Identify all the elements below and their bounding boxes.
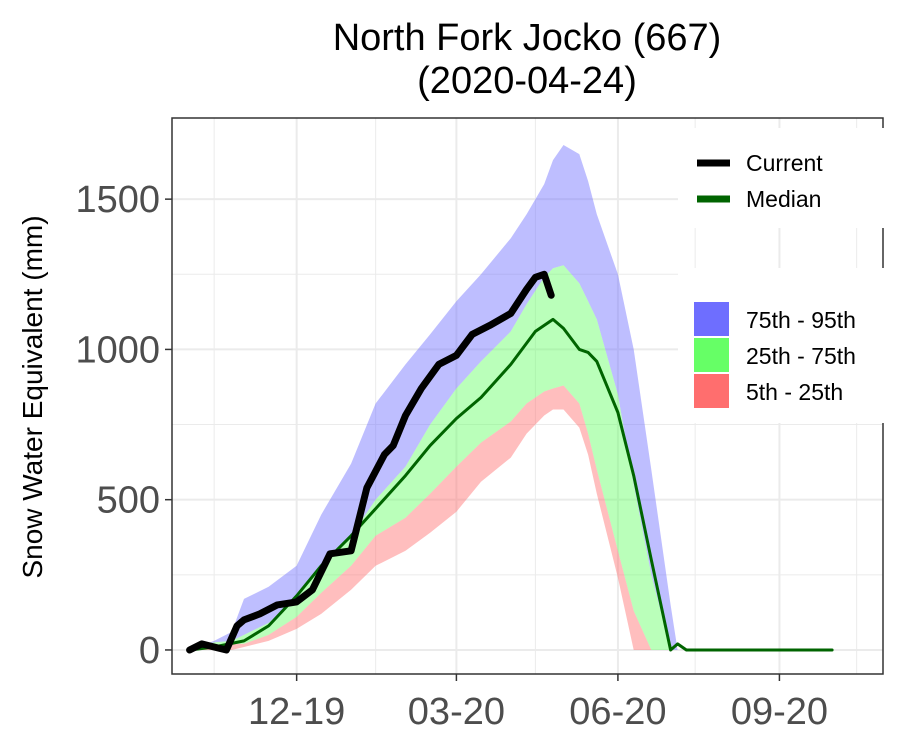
x-tick-label: 06-20 xyxy=(569,691,666,733)
y-tick-label: 1500 xyxy=(75,179,160,221)
y-tick-label: 1000 xyxy=(75,329,160,371)
chart-title: North Fork Jocko (667) xyxy=(333,17,722,59)
legend-label: Median xyxy=(746,186,821,212)
chart-subtitle: (2020-04-24) xyxy=(417,60,637,102)
legend-lines-box xyxy=(678,128,888,228)
y-tick-label: 500 xyxy=(97,480,160,522)
band-5th-25th xyxy=(189,385,833,650)
legend-key-swatch xyxy=(694,302,729,336)
x-tick-label: 03-20 xyxy=(408,691,505,733)
y-tick-label: 0 xyxy=(139,630,160,672)
legend-label: 75th - 95th xyxy=(746,307,856,333)
plot-panel: 0 500 1000 1500 12-19 03-20 06-20 09-20 xyxy=(75,117,884,733)
legend-label: Current xyxy=(746,150,823,176)
legend-label: 5th - 25th xyxy=(746,379,843,405)
legend-label: 25th - 75th xyxy=(746,343,856,369)
legend: Current Median 75th - 95th 25th - 75th 5th -… xyxy=(678,128,888,423)
legend-key-swatch xyxy=(694,338,729,372)
y-axis-label: Snow Water Equivalent (mm) xyxy=(17,215,48,578)
x-tick-label: 12-19 xyxy=(248,691,345,733)
x-tick-label: 09-20 xyxy=(731,691,828,733)
median-line xyxy=(188,317,834,652)
legend-key-swatch xyxy=(694,374,729,408)
band-75th-95th xyxy=(189,145,833,650)
current-line xyxy=(186,270,555,654)
